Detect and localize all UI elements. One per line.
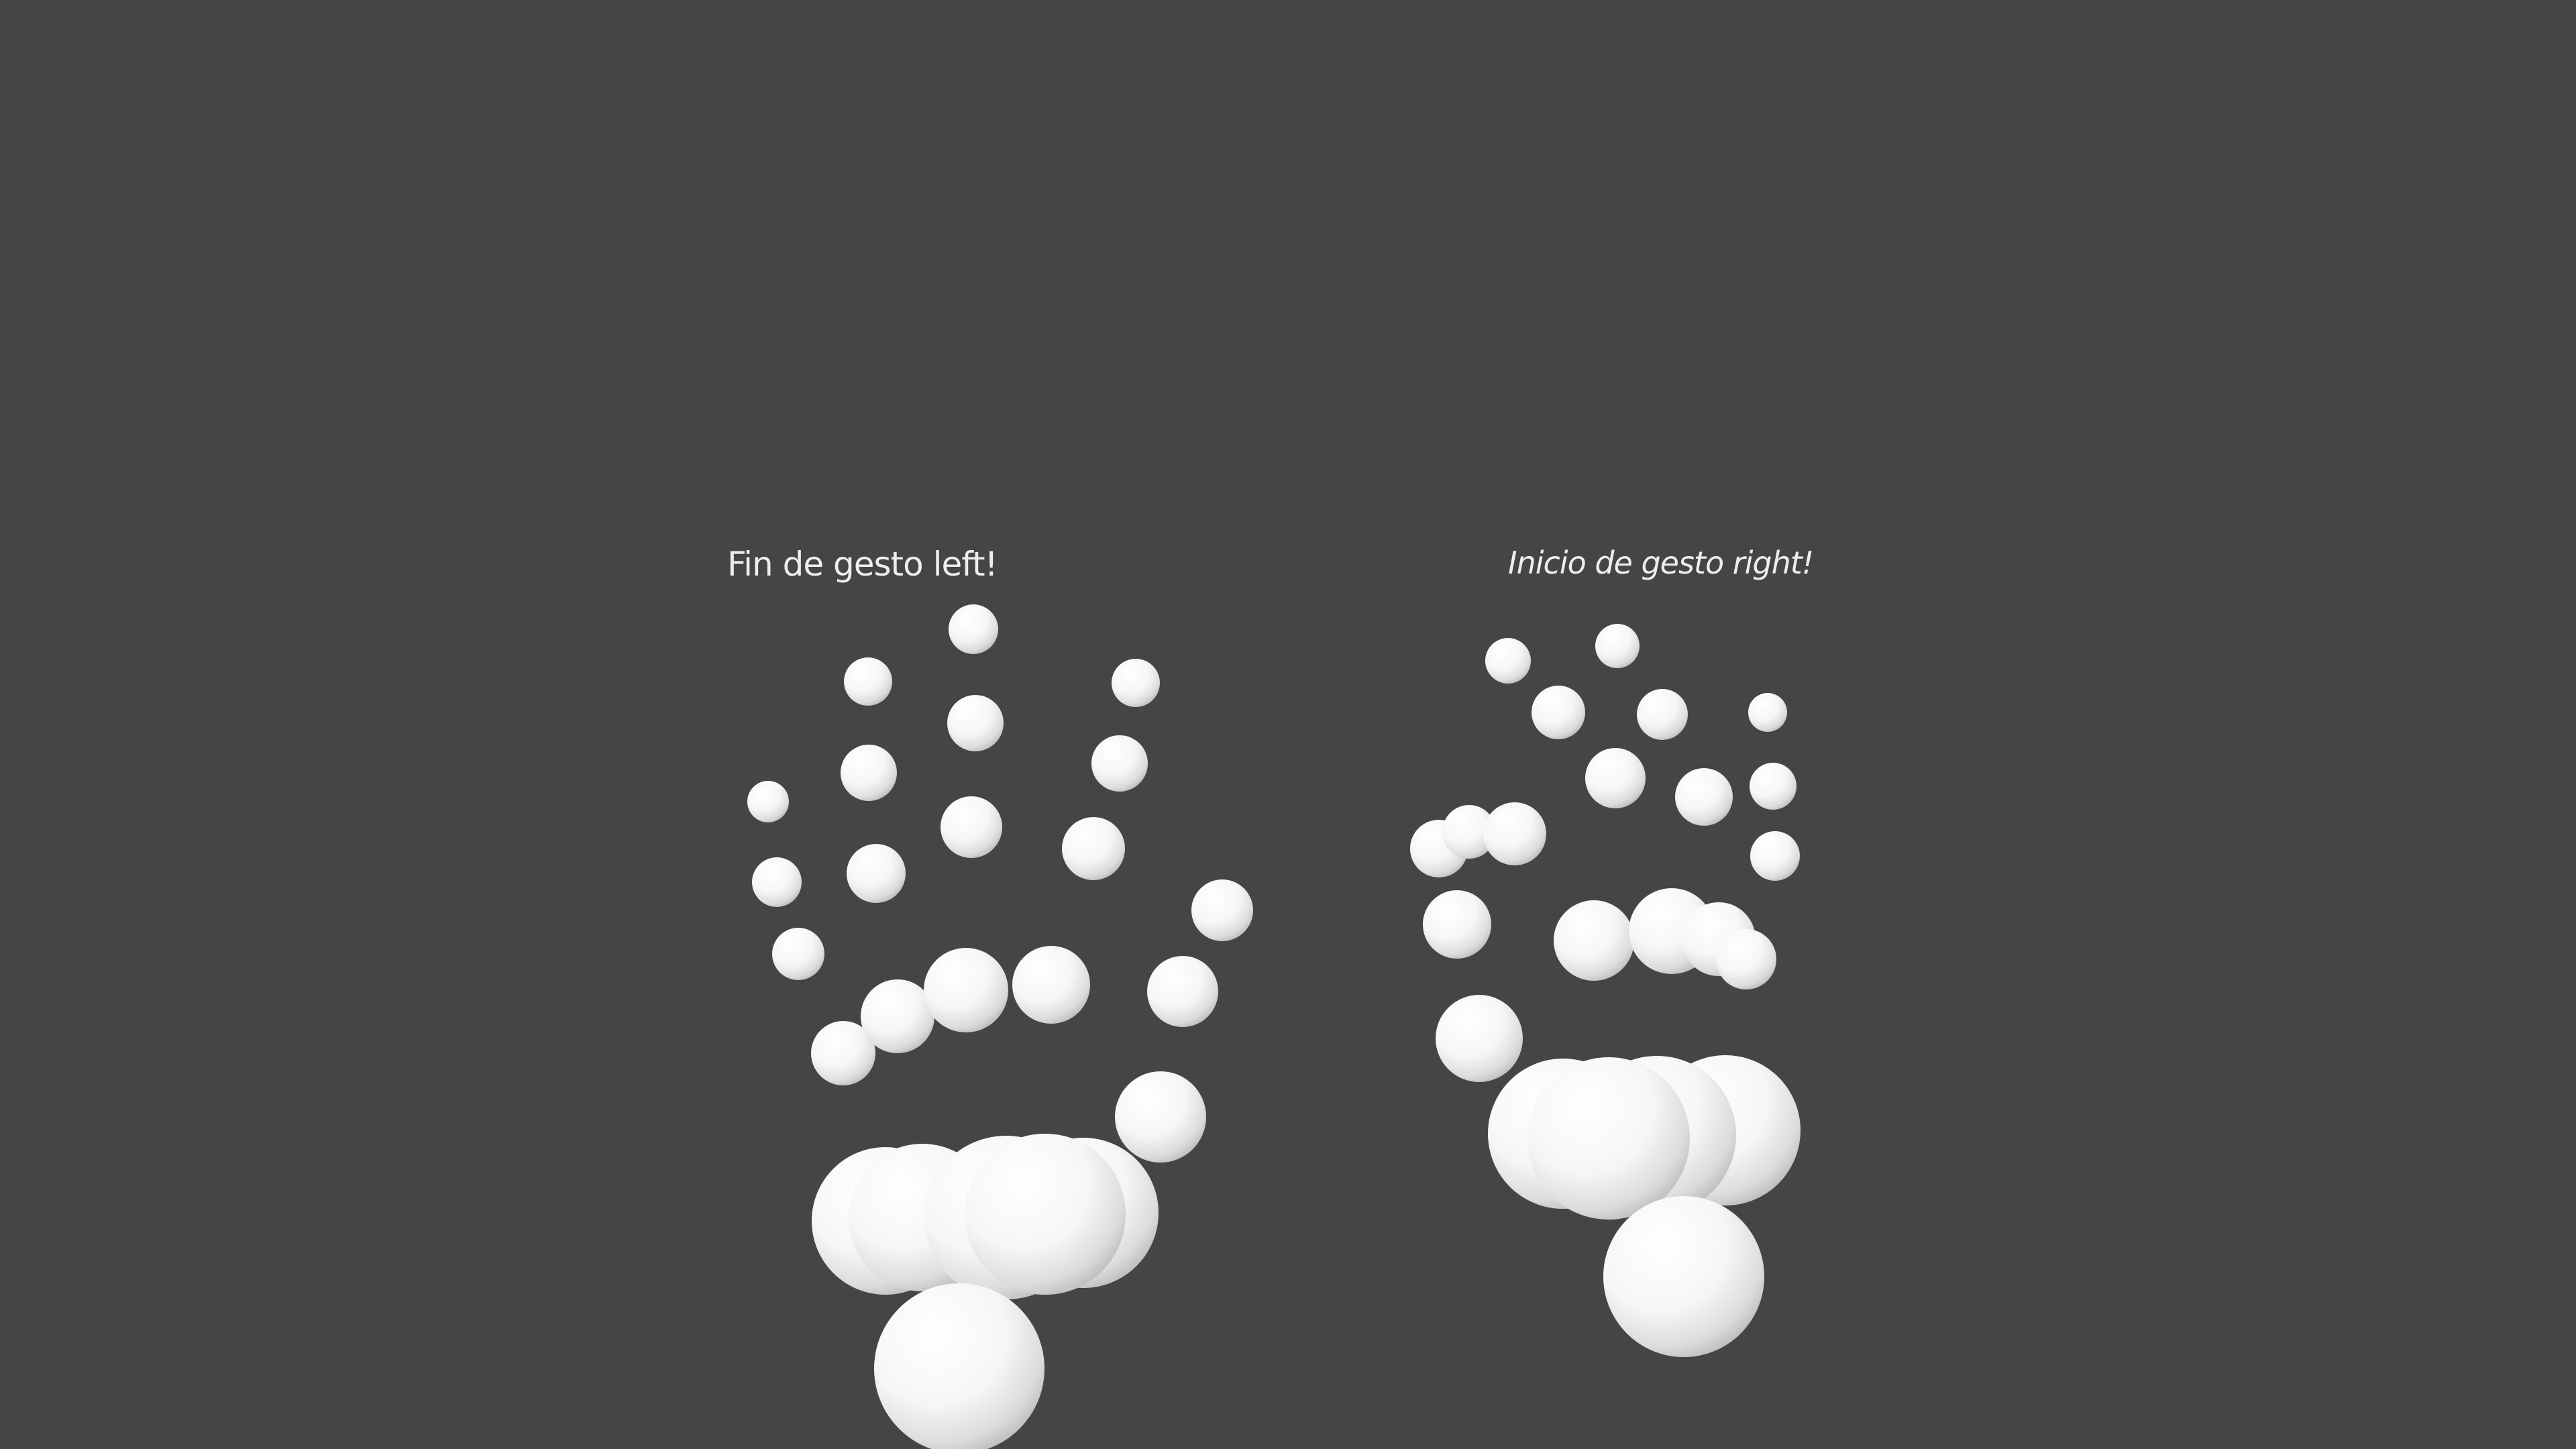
right-middle-joint [1637, 689, 1688, 740]
left-ring-joint [1112, 659, 1160, 707]
left-hand-skeleton [747, 604, 1253, 1449]
right-thumb-joint [1483, 802, 1546, 865]
left-gesture-status-text: Fin de gesto left! [727, 545, 998, 584]
left-thumb-joint [811, 1021, 875, 1085]
left-middle-joint [947, 695, 1004, 751]
right-index-joint [1485, 638, 1531, 684]
left-thumb-joint [752, 857, 802, 907]
right-ring-joint [1675, 768, 1733, 826]
right-index-joint [1532, 686, 1585, 739]
left-palm-joint [965, 1134, 1126, 1295]
right-pinky-joint [1748, 693, 1787, 732]
left-index-joint [861, 979, 934, 1053]
left-middle-joint [949, 604, 998, 654]
left-pinky-joint [1191, 879, 1253, 941]
right-hand-skeleton [1410, 624, 1801, 1357]
left-index-joint [847, 844, 906, 903]
left-thumb-joint [747, 781, 789, 822]
left-ring-joint [1012, 946, 1090, 1024]
right-thumb-joint [1442, 805, 1496, 859]
right-middle-joint [1585, 748, 1646, 808]
right-index-joint [1554, 900, 1634, 981]
right-pinky-joint [1750, 763, 1796, 810]
left-index-joint [841, 745, 897, 801]
left-pinky-joint [1147, 956, 1218, 1027]
right-wrist-joint [1603, 1196, 1764, 1357]
right-gesture-status-text: Inicio de gesto right! [1508, 545, 1814, 581]
left-thumb-joint [772, 928, 824, 980]
right-pinky-joint [1716, 929, 1776, 989]
left-ring-joint [1091, 735, 1148, 792]
right-thumb-joint [1423, 890, 1491, 959]
right-pinky-joint [1750, 831, 1800, 881]
left-pinky-joint [1115, 1071, 1206, 1163]
left-ring-joint [1062, 817, 1125, 880]
left-middle-joint [941, 796, 1002, 858]
left-index-joint [844, 657, 892, 706]
left-wrist-joint [874, 1283, 1044, 1449]
right-palm-joint [1527, 1057, 1690, 1220]
right-middle-joint [1595, 624, 1640, 668]
left-middle-joint [924, 948, 1008, 1032]
right-thumb-joint [1436, 995, 1523, 1082]
